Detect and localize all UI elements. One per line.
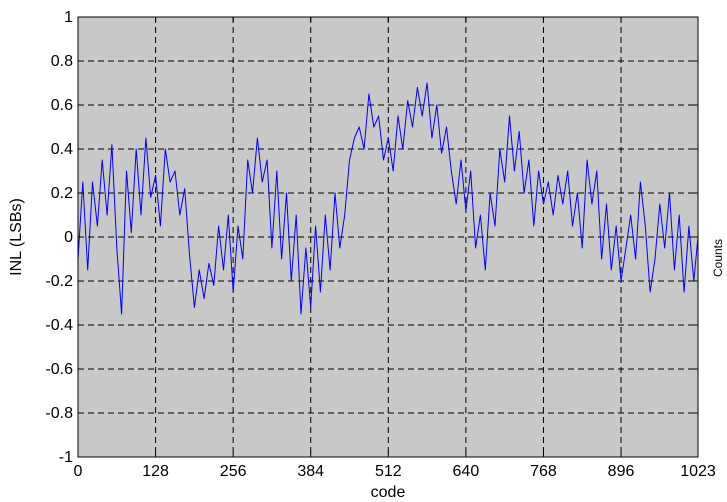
y-tick-label: 0.8 — [51, 53, 73, 70]
tick-marks — [77, 16, 699, 458]
x-tick-label: 384 — [297, 463, 324, 480]
x-tick-label: 768 — [530, 463, 557, 480]
y-tick-label: 0 — [64, 229, 73, 246]
x-tick-label: 896 — [608, 463, 635, 480]
y-tick-label: -0.4 — [45, 317, 73, 334]
y-axis-label: INL (LSBs) — [8, 198, 25, 276]
y-tick-label: -0.6 — [45, 361, 73, 378]
y-tick-label: -1 — [59, 449, 73, 466]
x-tick-label: 640 — [453, 463, 480, 480]
series-layer — [77, 82, 699, 315]
x-tick-label: 128 — [142, 463, 169, 480]
y-tick-label: 0.2 — [51, 185, 73, 202]
x-axis-label: code — [371, 484, 406, 501]
y-tick-label: 0.6 — [51, 97, 73, 114]
y-tick-label: -0.8 — [45, 405, 73, 422]
x-tick-label: 256 — [220, 463, 247, 480]
y-tick-label: -0.2 — [45, 273, 73, 290]
inl-series-line — [77, 82, 699, 315]
grid-lines — [78, 17, 698, 457]
x-tick-label: 0 — [74, 463, 83, 480]
x-tick-label: 512 — [375, 463, 402, 480]
side-label: Counts — [711, 239, 725, 277]
x-tick-labels: 0 128 256 384 512 640 768 896 1023 — [74, 463, 716, 480]
y-tick-label: 0.4 — [51, 141, 73, 158]
y-tick-label: 1 — [64, 9, 73, 26]
x-tick-label: 1023 — [680, 463, 716, 480]
y-tick-labels: 1 0.8 0.6 0.4 0.2 0 -0.2 -0.4 -0.6 -0.8 -1 — [45, 9, 73, 466]
